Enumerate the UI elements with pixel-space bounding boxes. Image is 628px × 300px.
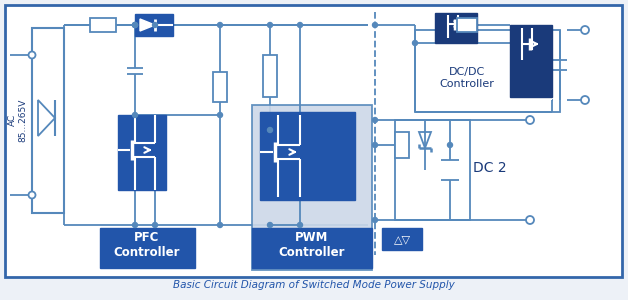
Circle shape <box>28 52 36 58</box>
Bar <box>252 228 372 268</box>
Circle shape <box>133 223 138 227</box>
Bar <box>135 14 173 36</box>
Text: PFC
Controller: PFC Controller <box>114 231 180 259</box>
Circle shape <box>581 96 589 104</box>
Text: PWM
Controller: PWM Controller <box>279 231 345 259</box>
Circle shape <box>217 223 222 227</box>
Circle shape <box>298 223 303 227</box>
Bar <box>32 28 64 213</box>
Text: △▽: △▽ <box>394 234 411 244</box>
Circle shape <box>217 22 222 28</box>
Bar <box>382 228 422 250</box>
Bar <box>118 115 166 190</box>
Bar <box>415 30 560 112</box>
Circle shape <box>217 112 222 118</box>
Bar <box>263 55 277 97</box>
Circle shape <box>133 22 138 28</box>
Circle shape <box>448 142 453 148</box>
Text: DC 2: DC 2 <box>473 161 507 175</box>
Circle shape <box>413 40 418 46</box>
Circle shape <box>372 218 377 223</box>
Bar <box>100 228 195 268</box>
Bar <box>213 72 227 102</box>
Text: AC
85...265V: AC 85...265V <box>8 98 28 142</box>
Circle shape <box>268 223 273 227</box>
Circle shape <box>153 22 158 28</box>
Polygon shape <box>140 19 155 31</box>
Text: DC/DC
Controller: DC/DC Controller <box>440 67 494 89</box>
Bar <box>435 13 477 43</box>
Circle shape <box>372 142 377 148</box>
Circle shape <box>526 216 534 224</box>
Circle shape <box>372 118 377 122</box>
Circle shape <box>526 116 534 124</box>
Circle shape <box>133 22 138 28</box>
Bar <box>395 132 409 158</box>
Bar <box>90 18 116 32</box>
Bar <box>457 18 477 32</box>
Bar <box>252 105 372 270</box>
Bar <box>260 112 355 200</box>
Circle shape <box>298 22 303 28</box>
Circle shape <box>28 191 36 199</box>
Circle shape <box>372 22 377 28</box>
Circle shape <box>268 128 273 133</box>
Text: Basic Circuit Diagram of Switched Mode Power Supply: Basic Circuit Diagram of Switched Mode P… <box>173 280 455 290</box>
Circle shape <box>153 223 158 227</box>
Circle shape <box>133 22 138 28</box>
Circle shape <box>133 112 138 118</box>
Bar <box>395 120 470 220</box>
Circle shape <box>581 26 589 34</box>
Circle shape <box>268 22 273 28</box>
Bar <box>510 25 552 97</box>
